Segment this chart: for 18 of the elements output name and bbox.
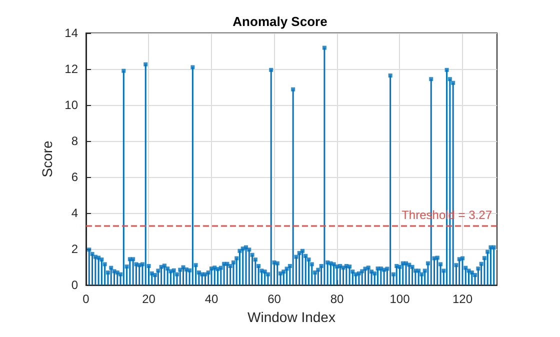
x-tick-label: 100 [390, 292, 410, 306]
x-tick-label: 0 [82, 292, 90, 306]
y-tick-label: 0 [71, 278, 78, 292]
y-tick-label: 10 [64, 98, 78, 112]
chart-title: Anomaly Score [232, 14, 328, 29]
y-axis-title: Score [38, 140, 55, 178]
x-tick-label: 120 [452, 292, 473, 306]
x-tick-label: 40 [204, 292, 218, 306]
y-tick-label: 6 [71, 170, 78, 184]
y-tick-label: 12 [64, 62, 78, 76]
y-tick-label: 4 [71, 206, 78, 220]
x-axis-title: Window Index [248, 309, 336, 325]
x-tick-label: 80 [330, 292, 344, 306]
x-tick-label: 60 [268, 292, 282, 306]
y-tick-label: 2 [71, 242, 78, 256]
y-tick-label: 14 [64, 26, 78, 40]
x-tick-label: 20 [142, 292, 156, 306]
y-tick-label: 8 [71, 134, 78, 148]
